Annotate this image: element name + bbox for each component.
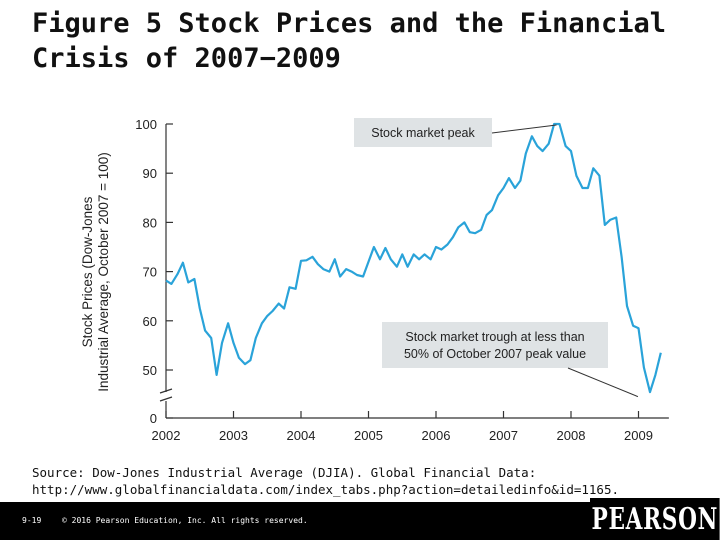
axis-break-mark — [160, 397, 172, 401]
y-tick-label: 100 — [135, 117, 157, 132]
y-tick-label: 90 — [143, 166, 157, 181]
y-tick-label: 70 — [143, 265, 157, 280]
y-axis-label: Stock Prices (Dow-Jones — [80, 196, 95, 347]
slide-number: 9-19 — [22, 516, 41, 525]
annotation-trough-text: 50% of October 2007 peak value — [404, 347, 586, 361]
source-note: Source: Dow-Jones Industrial Average (DJ… — [32, 464, 692, 498]
y-axis-label: Industrial Average, October 2007 = 100) — [96, 152, 111, 392]
annotation-leader — [568, 368, 638, 397]
y-tick-label: 60 — [143, 314, 157, 329]
annotation-trough-text: Stock market trough at less than — [405, 330, 584, 344]
x-tick-label: 2008 — [557, 428, 586, 443]
y-tick-label: 0 — [150, 411, 157, 426]
x-tick-label: 2003 — [219, 428, 248, 443]
y-tick-label: 80 — [143, 215, 157, 230]
annotation-box — [382, 322, 608, 368]
x-tick-label: 2009 — [624, 428, 653, 443]
line-chart: 0 50 60 70 80 90 100 2002 2003 2004 2005 2006 2007 20… — [0, 0, 720, 460]
x-tick-label: 2002 — [152, 428, 181, 443]
x-tick-label: 2005 — [354, 428, 383, 443]
pearson-logo: PEARSON — [590, 498, 720, 540]
x-tick-label: 2007 — [489, 428, 518, 443]
y-tick-label: 50 — [143, 363, 157, 378]
annotation-peak-text: Stock market peak — [371, 126, 475, 140]
x-tick-label: 2004 — [287, 428, 316, 443]
x-tick-label: 2006 — [422, 428, 451, 443]
copyright-text: © 2016 Pearson Education, Inc. All right… — [62, 516, 308, 525]
annotation-leader — [492, 125, 557, 133]
